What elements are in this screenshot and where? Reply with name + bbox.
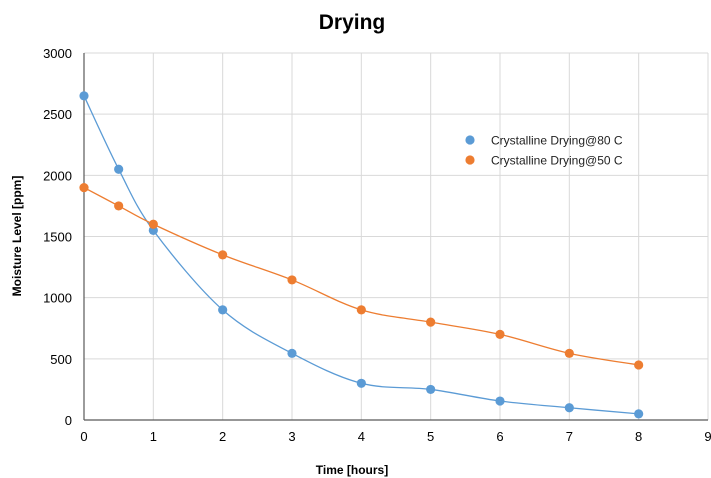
- data-point-series-1: [114, 164, 124, 174]
- data-points: [79, 91, 644, 419]
- chart-title: Drying: [319, 11, 386, 34]
- y-tick-labels: 0 500 1000 1500 2000 2500 3000: [43, 46, 72, 428]
- x-tick-label: 0: [80, 429, 87, 444]
- x-tick-label: 9: [704, 429, 711, 444]
- y-tick-label: 1000: [43, 291, 72, 306]
- data-point-series-1: [356, 378, 366, 388]
- x-tick-label: 6: [496, 429, 503, 444]
- y-tick-label: 3000: [43, 46, 72, 61]
- data-point-series-2: [356, 305, 366, 315]
- legend: Crystalline Drying@80 C Crystalline Dryin…: [465, 134, 623, 168]
- data-point-series-2: [495, 329, 505, 339]
- trendlines: [83, 95, 639, 415]
- y-tick-label: 0: [65, 413, 72, 428]
- gridlines: [84, 52, 709, 420]
- trendline-series-1: [83, 95, 639, 415]
- y-tick-label: 2500: [43, 107, 72, 122]
- y-tick-label: 500: [50, 352, 72, 367]
- y-tick-label: 2000: [43, 168, 72, 183]
- data-point-series-2: [426, 317, 436, 327]
- x-tick-label: 8: [635, 429, 642, 444]
- x-tick-label: 3: [288, 429, 295, 444]
- x-tick-label: 4: [358, 429, 365, 444]
- data-point-series-2: [287, 275, 297, 285]
- legend-label-1: Crystalline Drying@80 C: [491, 134, 623, 148]
- data-point-series-2: [79, 182, 89, 193]
- data-point-series-2: [634, 360, 644, 370]
- data-point-series-1: [426, 384, 436, 395]
- data-point-series-2: [218, 250, 228, 260]
- data-point-series-1: [564, 403, 574, 413]
- data-point-series-1: [495, 396, 505, 406]
- data-point-series-1: [634, 409, 644, 419]
- x-tick-label: 2: [219, 429, 226, 444]
- legend-marker-2: [465, 155, 475, 165]
- data-point-series-1: [287, 348, 297, 358]
- legend-marker-1: [465, 135, 475, 145]
- x-tick-labels: 0 1 2 3 4 5 6 7 8 9: [80, 429, 711, 444]
- y-tick-label: 1500: [43, 230, 72, 245]
- x-tick-label: 7: [566, 429, 573, 444]
- data-point-series-2: [564, 348, 574, 358]
- data-point-series-2: [148, 219, 158, 229]
- data-point-series-2: [114, 201, 124, 211]
- x-tick-label: 1: [150, 429, 157, 444]
- y-axis-label: Moisture Level [ppm]: [10, 176, 24, 297]
- axes: [83, 53, 708, 421]
- data-point-series-1: [218, 305, 228, 315]
- data-point-series-1: [79, 91, 89, 101]
- x-axis-label: Time [hours]: [316, 463, 388, 477]
- x-tick-label: 5: [427, 429, 434, 444]
- legend-label-2: Crystalline Drying@50 C: [491, 154, 623, 168]
- trendline-series-2: [83, 186, 639, 366]
